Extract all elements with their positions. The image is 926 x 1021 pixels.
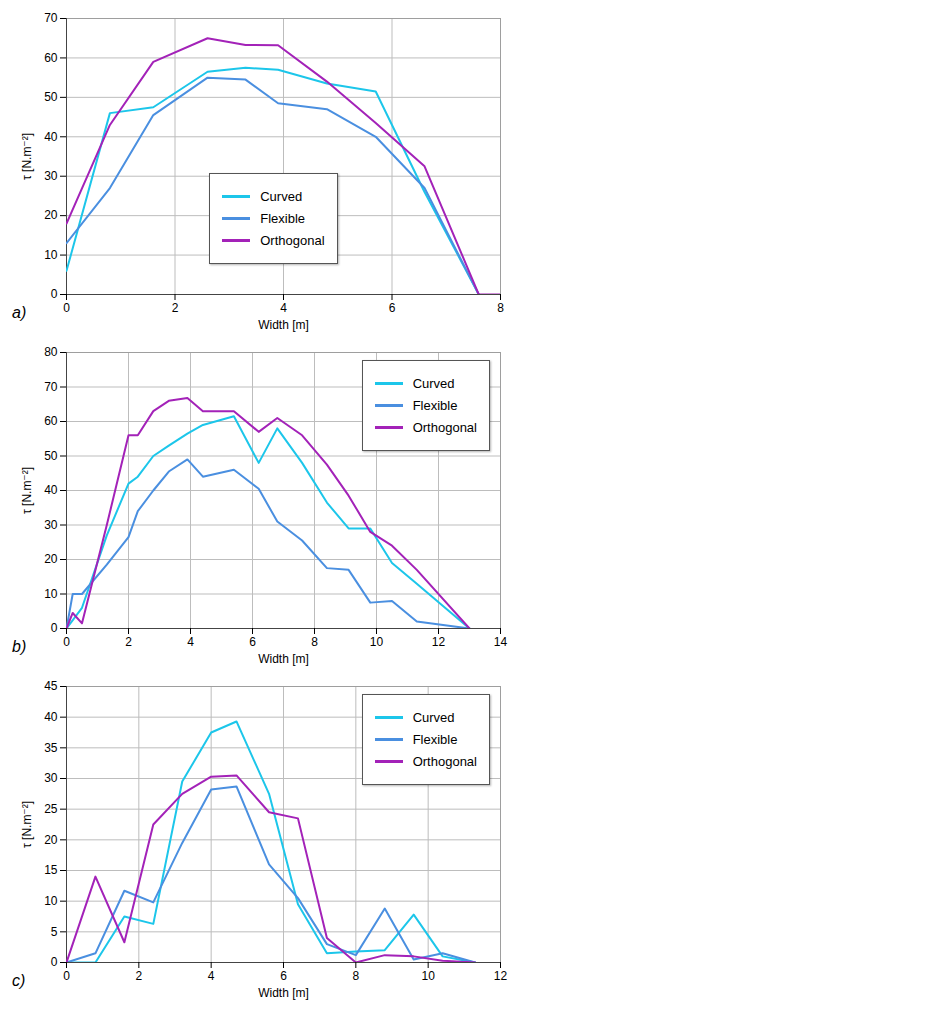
svg-text:τ [N.m⁻²]: τ [N.m⁻²] (20, 467, 34, 514)
svg-text:12: 12 (432, 635, 446, 649)
svg-text:50: 50 (44, 449, 58, 463)
svg-text:45: 45 (44, 679, 58, 693)
svg-text:10: 10 (421, 969, 435, 983)
svg-text:0: 0 (63, 301, 70, 315)
html-text:Orthogonal: Orthogonal (412, 420, 477, 435)
svg-text:70: 70 (44, 380, 58, 394)
svg-text:τ [N.m⁻²]: τ [N.m⁻²] (20, 801, 34, 848)
svg-text:8: 8 (311, 635, 318, 649)
svg-text:40: 40 (44, 710, 58, 724)
svg-text:6: 6 (280, 969, 287, 983)
svg-text:40: 40 (44, 483, 58, 497)
html-text:Orthogonal: Orthogonal (412, 754, 477, 769)
svg-text:τ [N.m⁻²]: τ [N.m⁻²] (20, 133, 34, 180)
html-text:b): b) (12, 638, 27, 655)
html-text:Flexible: Flexible (412, 732, 458, 747)
svg-text:70: 70 (44, 11, 58, 25)
svg-text:0: 0 (63, 969, 70, 983)
html-text:c): c) (12, 972, 26, 989)
svg-text:2: 2 (135, 969, 142, 983)
svg-text:25: 25 (44, 802, 58, 816)
svg-text:0: 0 (51, 621, 58, 635)
svg-text:40: 40 (44, 130, 58, 144)
svg-text:15: 15 (44, 863, 58, 877)
html-text:Curved: Curved (412, 710, 455, 725)
svg-text:4: 4 (187, 635, 194, 649)
html-text:Orthogonal: Orthogonal (260, 233, 325, 248)
svg-text:20: 20 (44, 552, 58, 566)
svg-text:30: 30 (44, 169, 58, 183)
html-text:a): a) (12, 304, 27, 321)
svg-text:0: 0 (63, 635, 70, 649)
svg-text:60: 60 (44, 51, 58, 65)
svg-text:4: 4 (280, 301, 287, 315)
svg-text:14: 14 (494, 635, 508, 649)
svg-text:50: 50 (44, 90, 58, 104)
svg-text:0: 0 (51, 287, 58, 301)
svg-text:20: 20 (44, 833, 58, 847)
svg-text:10: 10 (44, 587, 58, 601)
svg-text:Width [m]: Width [m] (258, 318, 309, 332)
svg-text:10: 10 (44, 248, 58, 262)
html-text:Flexible: Flexible (260, 211, 305, 226)
svg-text:12: 12 (494, 969, 508, 983)
svg-text:2: 2 (125, 635, 132, 649)
svg-text:10: 10 (44, 894, 58, 908)
html-text:Flexible: Flexible (412, 398, 458, 413)
html-text:Curved: Curved (260, 189, 303, 204)
svg-text:80: 80 (44, 345, 58, 359)
svg-text:8: 8 (352, 969, 359, 983)
svg-text:35: 35 (44, 741, 58, 755)
svg-text:6: 6 (389, 301, 396, 315)
svg-text:20: 20 (44, 208, 58, 222)
svg-text:60: 60 (44, 414, 58, 428)
svg-text:4: 4 (208, 969, 215, 983)
svg-text:Width [m]: Width [m] (258, 652, 309, 666)
svg-text:5: 5 (51, 925, 58, 939)
svg-text:10: 10 (370, 635, 384, 649)
svg-text:8: 8 (497, 301, 504, 315)
svg-text:30: 30 (44, 771, 58, 785)
html-text:Curved: Curved (412, 376, 455, 391)
svg-text:2: 2 (172, 301, 179, 315)
svg-text:Width [m]: Width [m] (258, 986, 309, 1000)
svg-text:30: 30 (44, 518, 58, 532)
svg-text:6: 6 (249, 635, 256, 649)
svg-text:0: 0 (51, 955, 58, 969)
